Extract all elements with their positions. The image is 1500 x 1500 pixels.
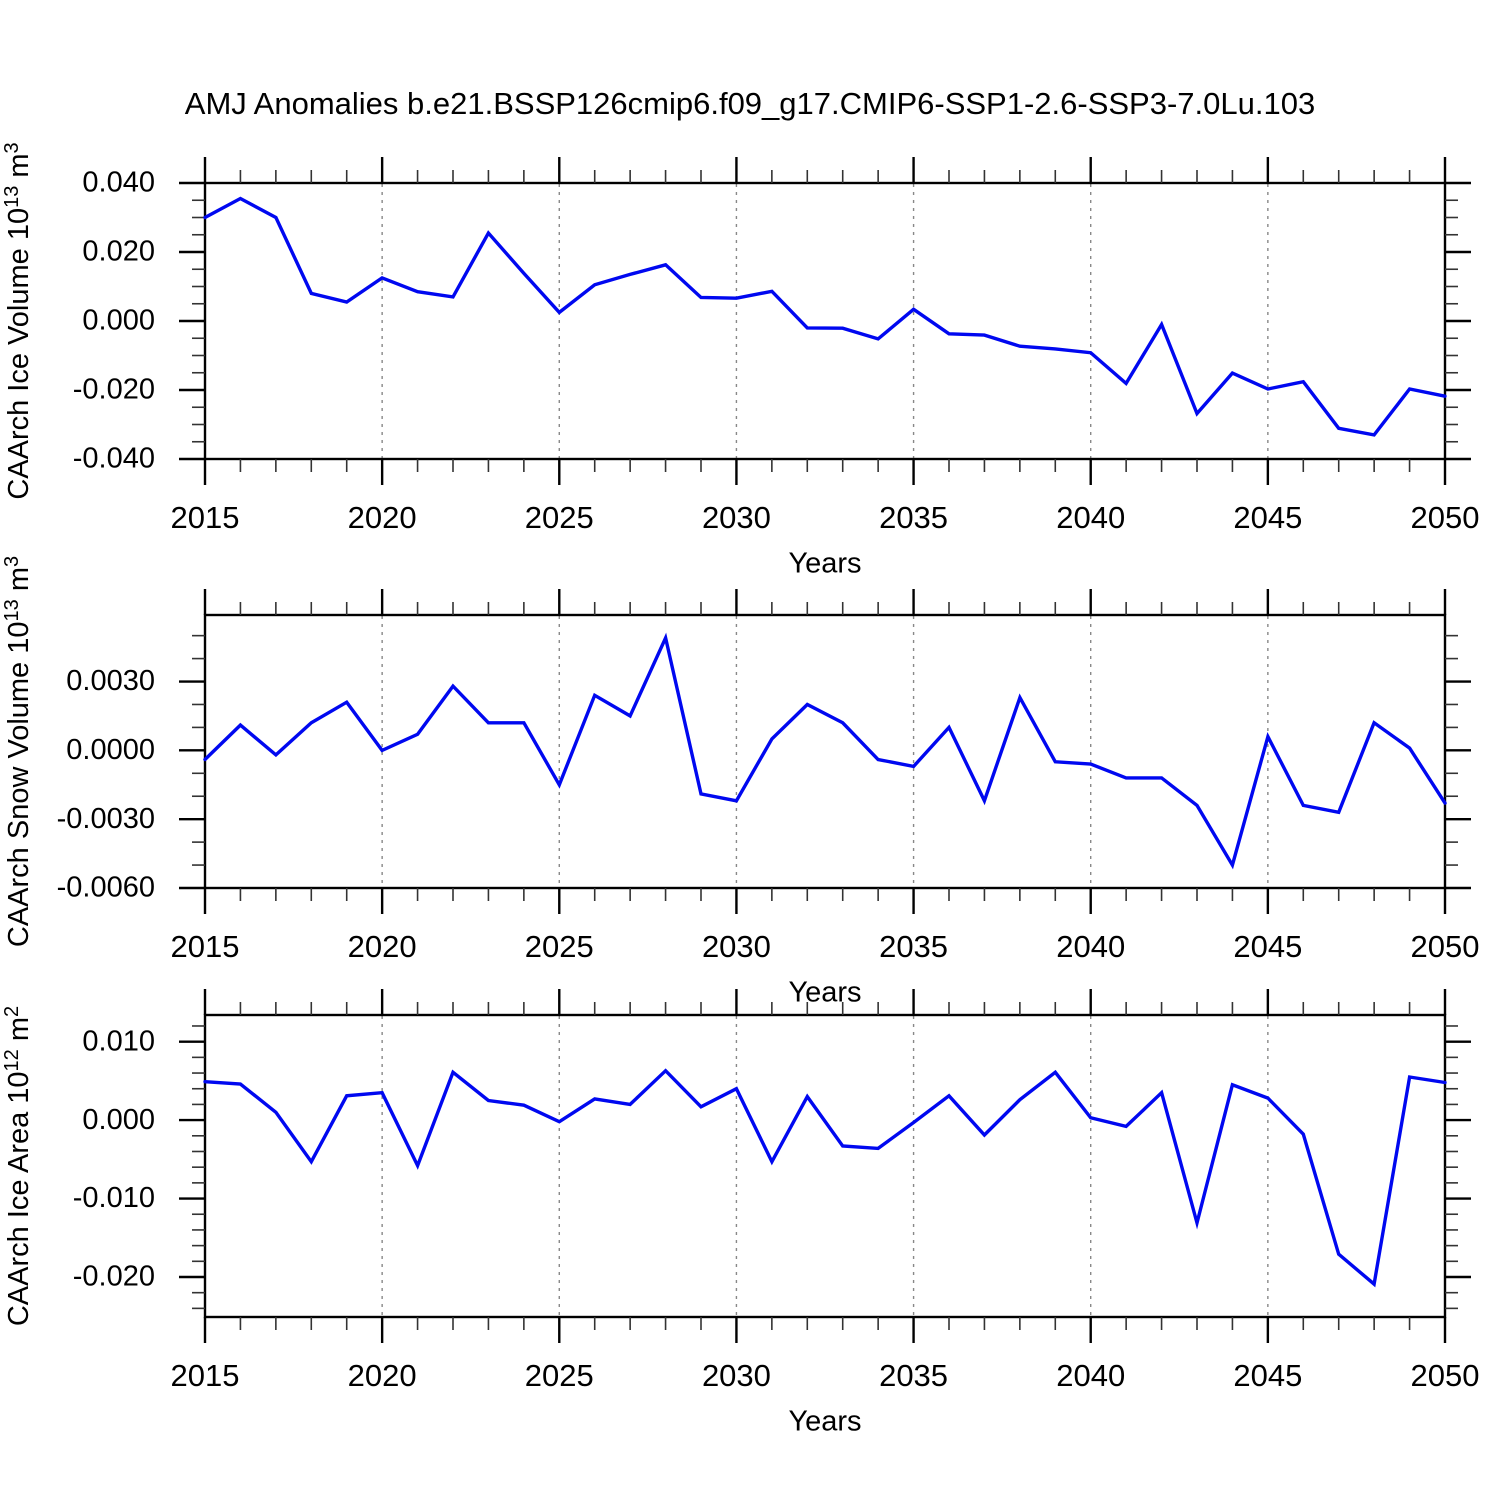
plot-frame [203, 613, 1447, 890]
x-tick-label: 2050 [1411, 1358, 1480, 1393]
y-tick-label: 0.020 [82, 236, 155, 268]
plot-frame [203, 181, 1447, 461]
x-axis-title: Years [788, 1406, 861, 1438]
plot-caarch-ice-area: 0.010 0.000 -0.010 -0.020 2015 2020 2025 2030 20… [1, 989, 1479, 1438]
x-tick-label: 2025 [525, 929, 594, 964]
y-tick-label: 0.0000 [66, 734, 155, 766]
y-tick-label: -0.0030 [57, 803, 155, 835]
x-tick-label: 2045 [1233, 500, 1302, 535]
x-tick-label: 2045 [1233, 1358, 1302, 1393]
x-tick-label: 2015 [171, 929, 240, 964]
x-tick-label: 2045 [1233, 929, 1302, 964]
x-tick-label: 2030 [702, 929, 771, 964]
plot-caarch-ice-volume: 0.040 0.020 0.000 -0.020 -0.040 2015 2020 2025 2… [1, 142, 1479, 579]
x-tick-label: 2035 [879, 929, 948, 964]
y-tick-label: -0.020 [73, 374, 155, 406]
x-tick-label: 2015 [171, 500, 240, 535]
x-tick-label: 2030 [702, 500, 771, 535]
plot-frame [203, 1013, 1447, 1319]
chart-title: AMJ Anomalies b.e21.BSSP126cmip6.f09_g17… [184, 86, 1316, 121]
x-tick-label: 2040 [1056, 929, 1125, 964]
y-tick-label: 0.000 [82, 305, 155, 337]
x-tick-label: 2025 [525, 1358, 594, 1393]
plot-caarch-snow-volume: 0.0030 0.0000 -0.0030 -0.0060 2015 2020 2025 20… [1, 556, 1479, 1009]
data-line-caarch-ice-volume [203, 196, 1447, 437]
x-tick-label: 2020 [348, 929, 417, 964]
x-tick-label: 2050 [1411, 500, 1480, 535]
x-tick-label: 2035 [879, 1358, 948, 1393]
data-line-caarch-ice-area [203, 1068, 1447, 1288]
y-tick-label: 0.010 [82, 1025, 155, 1057]
x-tick-label: 2050 [1411, 929, 1480, 964]
y-axis-title: CAArch Snow Volume 1013 m3 [1, 556, 35, 947]
x-tick-label: 2040 [1056, 500, 1125, 535]
y-tick-label: -0.020 [73, 1261, 155, 1293]
x-tick-label: 2035 [879, 500, 948, 535]
x-tick-label: 2025 [525, 500, 594, 535]
x-tick-label: 2030 [702, 1358, 771, 1393]
x-axis-title: Years [788, 977, 861, 1009]
data-line-caarch-snow-volume [203, 632, 1447, 870]
x-tick-label: 2020 [348, 500, 417, 535]
y-tick-label: 0.000 [82, 1104, 155, 1136]
y-axis-title: CAArch Ice Volume 1013 m3 [1, 142, 35, 499]
y-tick-label: -0.040 [73, 443, 155, 475]
y-tick-label: -0.010 [73, 1182, 155, 1214]
x-tick-label: 2015 [171, 1358, 240, 1393]
y-tick-label: -0.0060 [57, 872, 155, 904]
y-tick-label: 0.0030 [66, 665, 155, 697]
y-tick-label: 0.040 [82, 167, 155, 199]
y-axis-title: CAArch Ice Area 1012 m2 [1, 1006, 35, 1326]
x-tick-label: 2020 [348, 1358, 417, 1393]
x-tick-label: 2040 [1056, 1358, 1125, 1393]
x-axis-title: Years [788, 548, 861, 580]
